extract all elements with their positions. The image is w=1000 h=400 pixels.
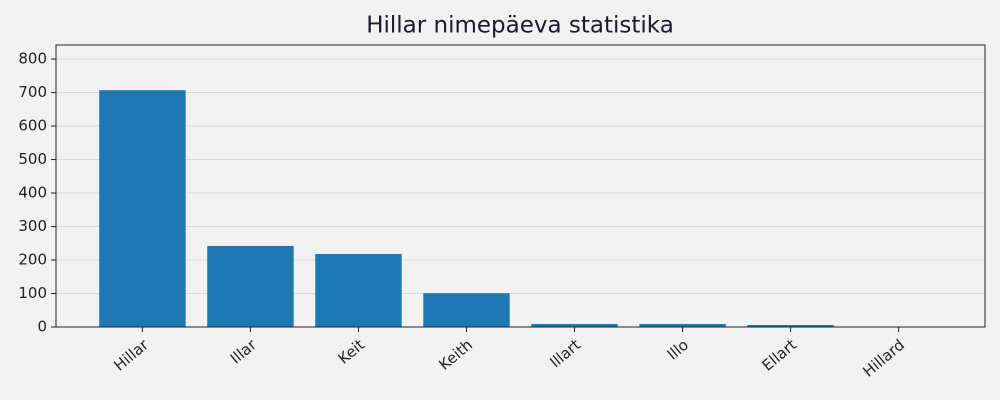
bar bbox=[747, 324, 834, 327]
bar bbox=[423, 293, 510, 327]
bar bbox=[531, 323, 618, 327]
y-tick-label: 700 bbox=[18, 83, 47, 101]
bar bbox=[207, 245, 294, 327]
plot-frame bbox=[55, 44, 986, 328]
y-tick-label: 400 bbox=[18, 184, 47, 202]
y-tick-label: 500 bbox=[18, 150, 47, 168]
y-tick-label: 300 bbox=[18, 217, 47, 235]
y-tick-label: 800 bbox=[18, 50, 47, 68]
chart-title: Hillar nimepäeva statistika bbox=[366, 13, 674, 39]
bar bbox=[99, 90, 186, 327]
y-tick-label: 200 bbox=[18, 251, 47, 269]
y-tick-label: 100 bbox=[18, 284, 47, 302]
bar bbox=[315, 253, 402, 327]
y-tick-label: 600 bbox=[18, 117, 47, 135]
y-tick-label: 0 bbox=[37, 318, 47, 336]
bar bbox=[639, 323, 726, 327]
